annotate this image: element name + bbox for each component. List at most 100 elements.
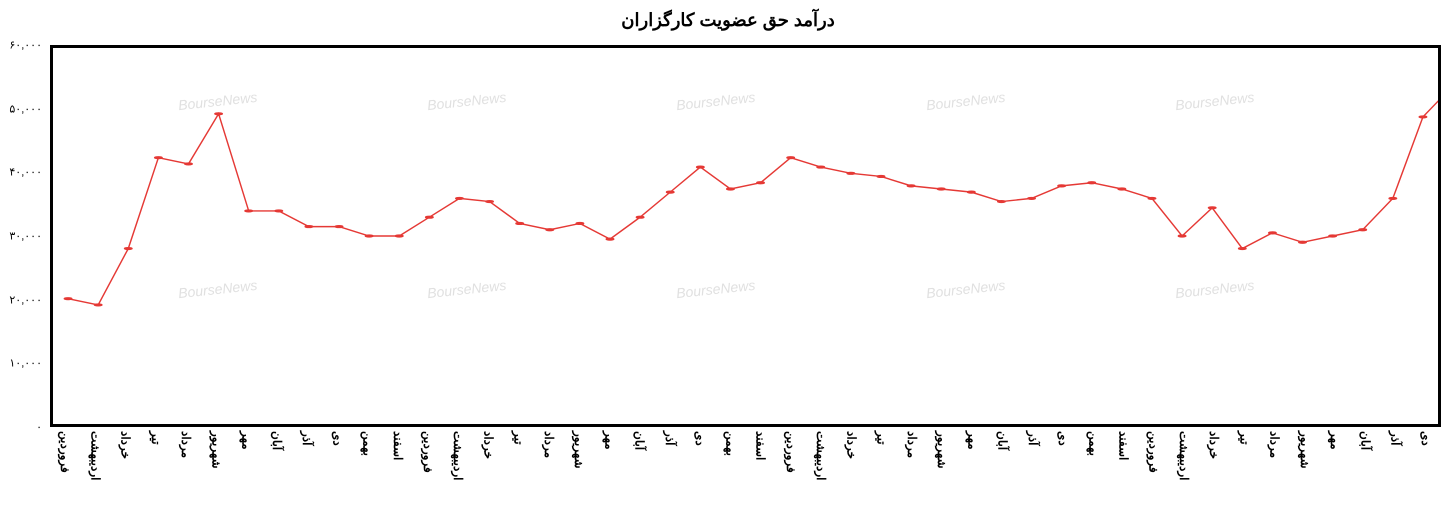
series-marker (455, 197, 463, 199)
x-tick-label: تیر (512, 431, 526, 445)
series-marker (425, 216, 433, 218)
series-marker (215, 113, 223, 115)
x-tick-label: مهر (1328, 431, 1342, 450)
x-tick-label: آبان (270, 431, 284, 450)
series-marker (1178, 235, 1186, 237)
x-tick-label: بهمن (1086, 431, 1100, 456)
x-tick-label: آبان (1358, 431, 1372, 450)
x-tick-label: آبان (633, 431, 647, 450)
y-tick-label: ۵۰,۰۰۰ (0, 102, 42, 115)
series-marker (1058, 185, 1066, 187)
series-marker (64, 298, 72, 300)
series-marker (1118, 188, 1126, 190)
x-tick-label: دی (693, 431, 707, 446)
series-marker (817, 166, 825, 168)
x-tick-label: دی (330, 431, 344, 446)
x-tick-label: مرداد (905, 431, 919, 458)
x-tick-label: دی (1056, 431, 1070, 446)
y-tick-label: ۴۰,۰۰۰ (0, 166, 42, 179)
series-marker (94, 304, 102, 306)
series-marker (546, 229, 554, 231)
x-tick-label: آذر (1026, 431, 1040, 445)
x-tick-label: مرداد (1268, 431, 1282, 458)
x-tick-label: اسفند (391, 431, 405, 460)
y-tick-label: ۲۰,۰۰۰ (0, 293, 42, 306)
series-marker (335, 226, 343, 228)
y-axis: ۰۱۰,۰۰۰۲۰,۰۰۰۳۰,۰۰۰۴۰,۰۰۰۵۰,۰۰۰۶۰,۰۰۰ (0, 45, 48, 427)
x-tick-label: آذر (300, 431, 314, 445)
series-marker (847, 172, 855, 174)
x-tick-label: مهر (602, 431, 616, 450)
series-marker (997, 200, 1005, 202)
chart-container: درآمد حق عضویت کارگزاران ۰۱۰,۰۰۰۲۰,۰۰۰۳۰… (0, 0, 1456, 507)
y-tick-label: ۰ (0, 421, 42, 434)
series-marker (907, 185, 915, 187)
series-marker (1238, 247, 1246, 249)
series-marker (666, 191, 674, 193)
x-tick-label: اسفند (1116, 431, 1130, 460)
x-tick-label: اردیبهشت (451, 431, 465, 480)
x-tick-label: بهمن (361, 431, 375, 456)
x-tick-label: مرداد (179, 431, 193, 458)
x-tick-label: فروردین (421, 431, 435, 473)
series-marker (1329, 235, 1337, 237)
x-tick-label: مهر (240, 431, 254, 450)
series-marker (757, 182, 765, 184)
x-tick-label: تیر (1237, 431, 1251, 445)
x-axis: فروردین اردیبهشت خرداد تیر مرداد شهریور مهر آبا… (50, 429, 1441, 507)
series-marker (185, 163, 193, 165)
plot-area: BourseNewsBourseNewsBourseNewsBourseNews… (50, 45, 1441, 427)
x-tick-label: شهریور (572, 431, 586, 469)
series-marker (305, 226, 313, 228)
line-plot-svg (53, 48, 1438, 424)
series-marker (1208, 207, 1216, 209)
x-tick-label: آذر (663, 431, 677, 445)
series-marker (154, 157, 162, 159)
series-marker (1359, 229, 1367, 231)
series-marker (787, 157, 795, 159)
series-marker (576, 222, 584, 224)
series-marker (486, 200, 494, 202)
x-tick-label: فروردین (1147, 431, 1161, 473)
x-tick-label: بهمن (723, 431, 737, 456)
series-line (68, 95, 1438, 305)
x-tick-label: اردیبهشت (1177, 431, 1191, 480)
series-marker (1419, 116, 1427, 118)
x-tick-label: آذر (1389, 431, 1403, 445)
series-marker (967, 191, 975, 193)
series-marker (124, 247, 132, 249)
x-tick-label: اردیبهشت (88, 431, 102, 480)
series-marker (636, 216, 644, 218)
series-marker (365, 235, 373, 237)
x-tick-label: تیر (875, 431, 889, 445)
x-tick-label: فروردین (784, 431, 798, 473)
x-tick-label: مرداد (542, 431, 556, 458)
series-marker (1148, 197, 1156, 199)
series-marker (937, 188, 945, 190)
series-marker (1268, 232, 1276, 234)
x-tick-label: دی (1419, 431, 1433, 446)
x-tick-label: خرداد (1207, 431, 1221, 459)
x-tick-label: خرداد (481, 431, 495, 459)
x-tick-label: شهریور (935, 431, 949, 469)
series-marker (1389, 197, 1397, 199)
x-tick-label: فروردین (58, 431, 72, 473)
x-tick-label: مهر (965, 431, 979, 450)
x-tick-label: شهریور (209, 431, 223, 469)
x-tick-label: آبان (996, 431, 1010, 450)
series-marker (1028, 197, 1036, 199)
x-tick-label: شهریور (1298, 431, 1312, 469)
x-tick-label: اردیبهشت (814, 431, 828, 480)
y-tick-label: ۳۰,۰۰۰ (0, 230, 42, 243)
series-marker (1088, 182, 1096, 184)
series-marker (726, 188, 734, 190)
x-tick-label: خرداد (844, 431, 858, 459)
series-marker (245, 210, 253, 212)
series-marker (516, 222, 524, 224)
series-marker (1299, 241, 1307, 243)
x-tick-label: اسفند (754, 431, 768, 460)
y-tick-label: ۶۰,۰۰۰ (0, 39, 42, 52)
x-tick-label: تیر (149, 431, 163, 445)
x-tick-label: خرداد (119, 431, 133, 459)
series-marker (275, 210, 283, 212)
